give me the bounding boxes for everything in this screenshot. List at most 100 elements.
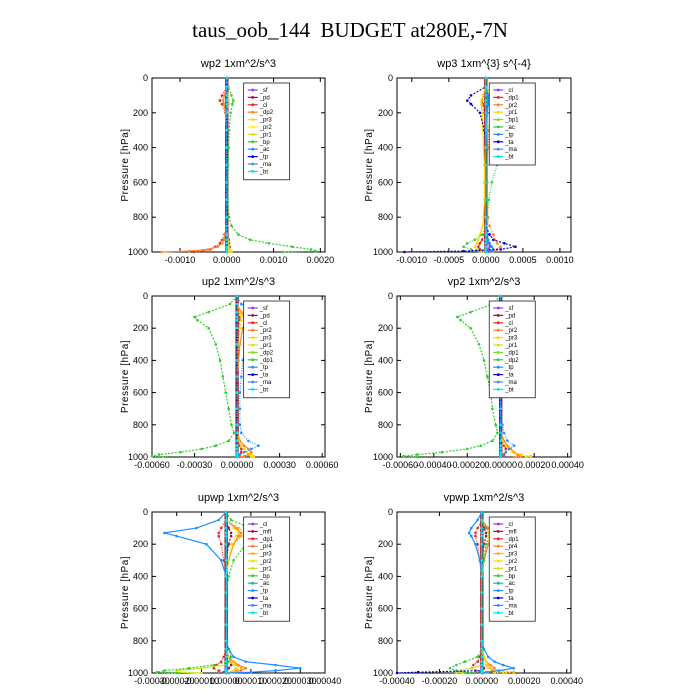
- data-point: [480, 647, 484, 651]
- legend-label: _cl: [504, 88, 513, 94]
- legend-box: [488, 516, 536, 622]
- data-point: [488, 245, 491, 249]
- data-point: [239, 531, 243, 535]
- data-point: [237, 526, 240, 530]
- legend-marker: [496, 321, 500, 325]
- data-point: [229, 518, 233, 522]
- data-point: [474, 542, 477, 546]
- legend-label: _bt: [504, 155, 514, 161]
- data-point: [480, 660, 484, 663]
- legend-label: _pr2: [259, 559, 273, 565]
- data-point: [480, 102, 483, 106]
- y-tick-label: 1000: [128, 668, 148, 678]
- data-point: [504, 447, 508, 451]
- legend-marker: [496, 388, 500, 391]
- data-point: [232, 669, 235, 672]
- data-point: [227, 655, 230, 659]
- data-point: [240, 302, 243, 306]
- data-point: [499, 450, 503, 454]
- x-tick-label: 0.0000: [472, 255, 500, 265]
- x-tick-label: 0.0005: [509, 255, 537, 265]
- data-point: [218, 99, 222, 102]
- data-point: [496, 431, 499, 435]
- x-tick-label: 0.0010: [260, 255, 288, 265]
- legend-marker: [251, 125, 255, 129]
- data-point: [497, 669, 501, 672]
- data-point: [479, 444, 483, 448]
- y-axis-label: Pressure [hPa]: [120, 556, 131, 629]
- y-tick-label: 1000: [128, 247, 148, 257]
- data-point: [235, 294, 239, 298]
- series-line-ta: [396, 512, 483, 674]
- y-tick-label: 800: [133, 420, 148, 430]
- legend-label: _dp2: [504, 358, 519, 364]
- data-point: [475, 242, 479, 245]
- legend-label: _pr1: [259, 132, 273, 138]
- data-point: [250, 450, 253, 454]
- data-point: [225, 111, 229, 115]
- data-point: [227, 542, 230, 546]
- data-point: [501, 663, 505, 667]
- data-point: [224, 534, 228, 538]
- data-point: [225, 215, 229, 219]
- legend-marker: [251, 336, 255, 339]
- legend-marker: [496, 155, 500, 159]
- legend-marker: [496, 544, 500, 548]
- data-point: [499, 245, 503, 249]
- data-point: [484, 163, 488, 167]
- data-point: [469, 94, 473, 97]
- data-point: [486, 542, 490, 546]
- data-point: [229, 660, 233, 663]
- panel-title: vpwp 1xm^2/s^3: [444, 492, 525, 504]
- data-point: [402, 454, 406, 458]
- x-tick-label: -0.00040: [416, 460, 452, 470]
- legend-label: _pd: [259, 95, 270, 101]
- legend-marker: [496, 358, 500, 362]
- data-point: [482, 655, 486, 659]
- x-tick-label: 0.00040: [309, 676, 342, 686]
- data-point: [487, 250, 491, 254]
- y-tick-label: 800: [378, 420, 393, 430]
- data-point: [235, 326, 239, 330]
- data-point: [217, 669, 220, 672]
- data-point: [252, 454, 256, 458]
- data-point: [486, 102, 490, 106]
- y-axis-label: Pressure [hPa]: [364, 556, 375, 629]
- y-tick-label: 800: [133, 212, 148, 222]
- data-point: [238, 326, 242, 330]
- plot-frame: [151, 77, 326, 253]
- data-point: [470, 534, 473, 538]
- data-point: [247, 447, 250, 451]
- data-point: [484, 128, 488, 132]
- data-point: [235, 343, 239, 346]
- legend-label: _bt: [259, 611, 269, 617]
- y-axis-label: Pressure [hPa]: [120, 128, 131, 201]
- y-tick-label: 600: [378, 388, 393, 398]
- legend-marker: [496, 596, 500, 600]
- y-tick-label: 0: [388, 73, 393, 83]
- panel-title: vp2 1xm^2/s^3: [448, 276, 521, 288]
- data-point: [157, 453, 161, 456]
- data-point: [235, 423, 239, 427]
- data-point: [222, 670, 225, 674]
- data-point: [227, 146, 230, 149]
- legend-label: _pr1: [504, 343, 518, 349]
- data-point: [224, 526, 228, 530]
- legend-marker: [496, 306, 500, 310]
- legend-label: _pr3: [504, 336, 518, 342]
- data-point: [227, 660, 230, 663]
- y-tick-label: 800: [378, 212, 393, 222]
- data-point: [222, 238, 226, 242]
- data-point: [504, 444, 508, 448]
- data-point: [224, 639, 228, 643]
- y-tick-label: 0: [143, 291, 148, 301]
- legend-marker: [496, 147, 500, 151]
- legend-label: _ac: [259, 147, 270, 153]
- data-point: [484, 250, 488, 254]
- data-point: [491, 439, 494, 443]
- data-point: [484, 238, 488, 242]
- y-tick-label: 400: [133, 571, 148, 581]
- data-point: [489, 666, 492, 670]
- chart-panel-6: vpwp 1xm^2/s^3 Pressure [hPa] 0 200 400 600 80…: [364, 492, 583, 686]
- data-point: [467, 531, 471, 535]
